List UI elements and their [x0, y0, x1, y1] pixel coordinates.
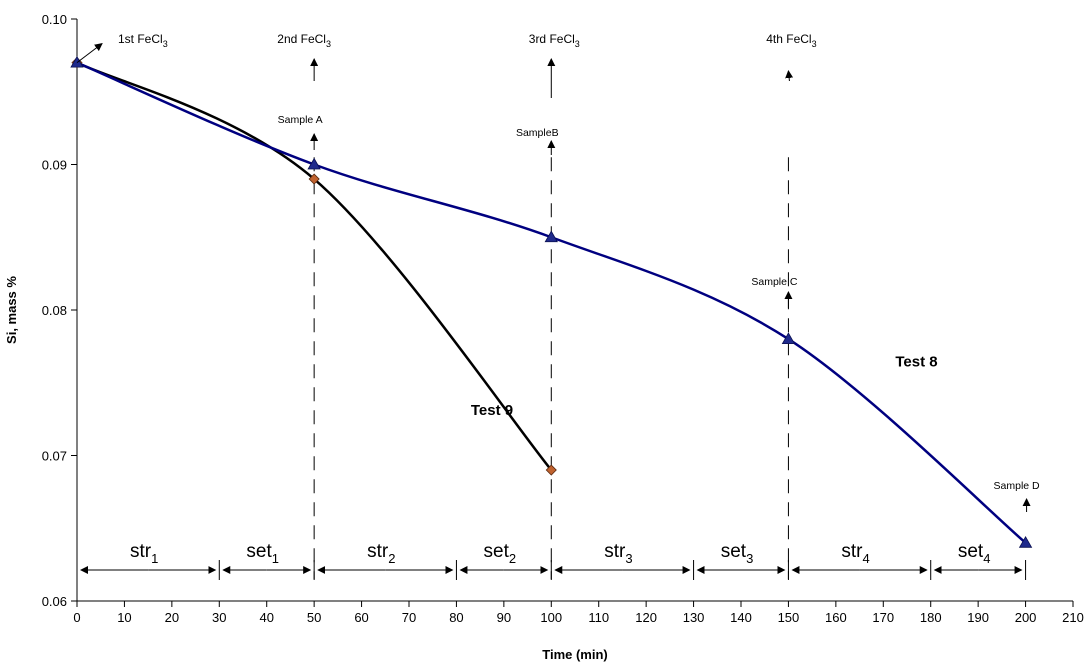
- y-tick-label: 0.10: [42, 12, 67, 27]
- addition-label: 1st FeCl3: [118, 32, 168, 49]
- x-tick-label: 190: [967, 610, 989, 625]
- interval-label: set4: [958, 541, 991, 566]
- axes: 0 10 20 30 40 50 60 70 80 90 100 110 120 130 140 150 160…: [42, 12, 1084, 625]
- y-tick-label: 0.06: [42, 594, 67, 609]
- interval-label: str2: [367, 541, 395, 566]
- guide-lines: [313, 157, 789, 579]
- series-label-test-8: Test 8: [895, 354, 937, 371]
- x-tick-label: 20: [165, 610, 179, 625]
- x-tick-label: 60: [354, 610, 368, 625]
- series-label-test-9: Test 9: [471, 402, 513, 419]
- x-tick-label: 10: [117, 610, 131, 625]
- sample-label: SampleB: [516, 127, 559, 139]
- x-tick-label: 100: [540, 610, 562, 625]
- x-tick-label: 200: [1015, 610, 1037, 625]
- sample-label: Sample D: [994, 480, 1041, 492]
- x-axis-title: Time (min): [542, 647, 608, 662]
- x-tick-label: 30: [212, 610, 226, 625]
- x-tick-label: 180: [920, 610, 942, 625]
- interval-label: set2: [484, 541, 517, 566]
- addition-arrow: [785, 70, 794, 82]
- addition-label: 4th FeCl3: [766, 32, 816, 49]
- x-tick-label: 40: [259, 610, 273, 625]
- x-tick-label: 70: [402, 610, 416, 625]
- interval-label: set3: [721, 541, 754, 566]
- x-tick-label: 0: [73, 610, 80, 625]
- annotations: Test 9 Test 8 1st FeCl3 2nd FeCl3 3rd FeCl3 4…: [76, 32, 1041, 580]
- x-tick-label: 120: [635, 610, 657, 625]
- series-line-test-9: [76, 61, 553, 471]
- data-point-triangle: [781, 332, 796, 344]
- addition-arrow: [76, 43, 103, 64]
- interval-label: set1: [246, 541, 279, 566]
- x-tick-label: 80: [449, 610, 463, 625]
- x-tick-label: 150: [778, 610, 800, 625]
- x-tick-label: 140: [730, 610, 752, 625]
- y-tick-label: 0.08: [42, 303, 67, 318]
- data-point-diamond: [545, 464, 557, 476]
- x-tick-label: 160: [825, 610, 847, 625]
- addition-label: 2nd FeCl3: [277, 32, 331, 49]
- y-tick-label: 0.07: [42, 449, 67, 464]
- y-tick-label: 0.09: [42, 158, 67, 173]
- interval-label: str4: [841, 541, 869, 566]
- x-tick-label: 210: [1062, 610, 1084, 625]
- interval-label: str3: [604, 541, 632, 566]
- x-tick-label: 110: [588, 610, 609, 625]
- x-tick-label: 130: [683, 610, 705, 625]
- series-markers: [70, 55, 1033, 548]
- addition-label: 3rd FeCl3: [529, 32, 580, 49]
- data-point-triangle: [307, 157, 321, 170]
- data-point-diamond: [308, 173, 320, 185]
- y-axis-title: Si, mass %: [4, 276, 19, 344]
- data-point-triangle: [70, 55, 84, 68]
- x-tick-label: 50: [307, 610, 321, 625]
- data-point-triangle: [1018, 535, 1033, 548]
- sample-label: Sample C: [751, 276, 798, 288]
- data-point-triangle: [544, 230, 558, 243]
- x-tick-label: 170: [872, 610, 894, 625]
- x-tick-label: 90: [497, 610, 511, 625]
- interval-label: str1: [130, 541, 158, 566]
- sample-label: Sample A: [278, 114, 323, 126]
